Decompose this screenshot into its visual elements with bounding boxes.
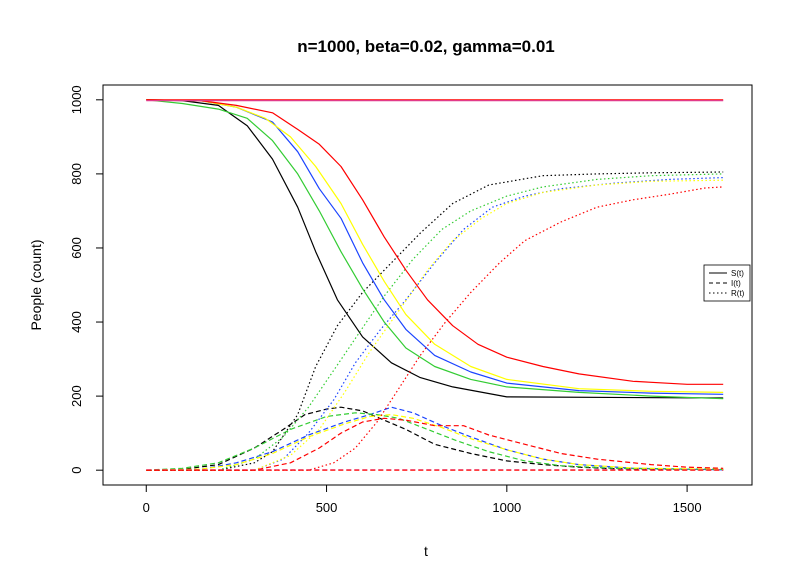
legend-label-s: S(t) [731, 269, 744, 278]
series-line-0 [146, 99, 724, 399]
series-line-4 [146, 406, 724, 471]
x-tick-label: 1500 [673, 500, 702, 515]
x-tick-label: 1000 [492, 500, 521, 515]
series-line-1 [146, 406, 724, 471]
y-tick-label: 800 [69, 163, 84, 185]
x-tick-label: 0 [143, 500, 150, 515]
y-tick-label: 0 [69, 467, 84, 474]
y-tick-label: 1000 [69, 85, 84, 114]
series-line-7 [146, 412, 724, 471]
chart-legend: S(t) I(t) R(t) [703, 264, 751, 302]
legend-label-i: I(t) [731, 279, 741, 288]
series-layer [146, 99, 724, 471]
series-line-3 [146, 99, 724, 395]
legend-label-r: R(t) [731, 289, 745, 298]
x-axis-label: t [424, 543, 428, 559]
chart-title: n=1000, beta=0.02, gamma=0.01 [297, 37, 555, 56]
y-axis-label: People (count) [28, 239, 44, 330]
series-line-13 [146, 417, 724, 471]
y-tick-label: 200 [69, 385, 84, 407]
x-tick-label: 500 [316, 500, 338, 515]
y-tick-label: 400 [69, 311, 84, 333]
series-line-12 [146, 99, 724, 385]
y-axis: 0 200 400 600 800 1000 [69, 85, 103, 474]
series-line-10 [146, 414, 724, 471]
series-line-5 [146, 177, 724, 471]
series-line-6 [146, 99, 724, 400]
y-tick-label: 600 [69, 237, 84, 259]
plot-frame [102, 84, 753, 486]
series-line-11 [146, 179, 724, 471]
x-axis: 0 500 1000 1500 [143, 485, 702, 515]
series-line-9 [146, 99, 724, 393]
series-line-14 [146, 186, 724, 471]
